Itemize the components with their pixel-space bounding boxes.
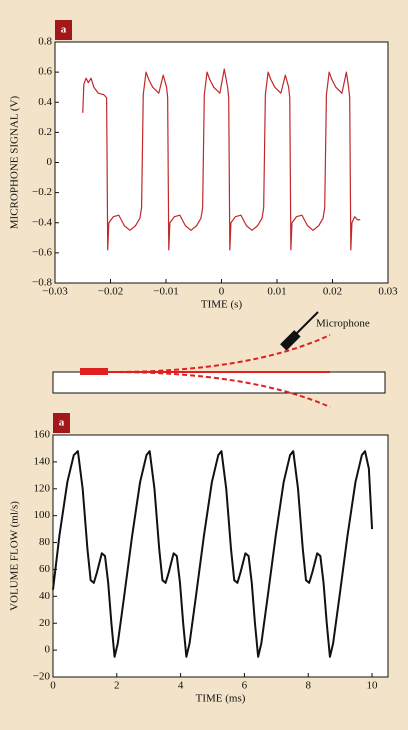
y-tick-label: 160 (34, 429, 51, 441)
y-tick-label: 20 (39, 617, 51, 629)
y-tick-label: 100 (34, 509, 51, 521)
y-tick-label: 60 (39, 563, 51, 575)
x-tick-label: 8 (305, 680, 311, 692)
signal-line (52, 450, 374, 658)
x-tick-label: −0.03 (42, 286, 68, 298)
reed-mount (80, 368, 108, 375)
x-tick-label: 0 (219, 286, 225, 298)
x-tick-label: −0.02 (98, 286, 123, 298)
signal-line (82, 68, 361, 251)
y-tick-label: −0.2 (32, 186, 52, 198)
x-tick-label: 0.02 (323, 286, 342, 298)
x-tick-label: 6 (242, 680, 248, 692)
y-tick-label: 120 (34, 482, 51, 494)
x-tick-label: 10 (367, 680, 379, 692)
badge-label: a (59, 417, 65, 429)
y-tick-label: 0.8 (38, 36, 52, 48)
y-tick-label: 40 (39, 590, 51, 602)
x-tick-label: 0.03 (378, 286, 398, 298)
y-tick-label: 0.6 (38, 66, 52, 78)
badge (53, 413, 70, 433)
x-tick-label: 2 (114, 680, 120, 692)
plot-area (54, 41, 389, 284)
tube (52, 371, 386, 394)
diagram: Microphone (52, 311, 386, 408)
y-tick-label: −0.6 (32, 246, 52, 258)
vibration-upper (109, 334, 331, 373)
chart: −0.8 −0.6 −0.4 −0.2 0 0.2 0.4 0.6 0.8 −0.03 −0.02 −… (9, 20, 398, 311)
x-tick-label: −0.01 (153, 286, 178, 298)
x-tick-label: 4 (178, 680, 184, 692)
y-tick-label: 140 (34, 455, 51, 467)
mic-cable (295, 311, 319, 335)
y-tick-label: 0 (45, 644, 51, 656)
vibration-lower (109, 371, 331, 408)
y-axis-label: VOLUME FLOW (ml/s) (9, 501, 21, 611)
badge-label: a (61, 24, 67, 36)
x-axis-label: TIME (s) (201, 299, 243, 311)
x-tick-label: 0.01 (267, 286, 286, 298)
x-axis-label: TIME (ms) (196, 693, 246, 705)
mic-body (280, 330, 301, 351)
plot-area (52, 434, 389, 678)
y-tick-label: −0.8 (32, 277, 52, 289)
y-tick-label: 0.4 (38, 96, 52, 108)
y-tick-label: −0.4 (32, 216, 52, 228)
x-tick-label: 0 (50, 680, 56, 692)
y-tick-label: −20 (33, 671, 51, 683)
y-tick-label: 0 (47, 156, 53, 168)
y-axis-label: MICROPHONE SIGNAL (V) (9, 95, 21, 229)
badge (55, 20, 72, 40)
mic-label: Microphone (316, 318, 370, 330)
y-tick-label: 0.2 (38, 126, 52, 138)
y-tick-label: 80 (39, 536, 51, 548)
